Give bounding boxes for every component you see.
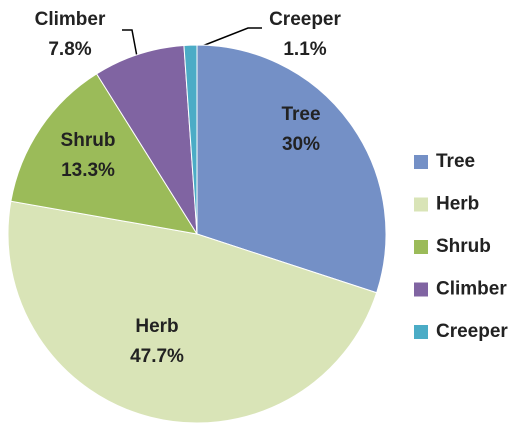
legend-label: Creeper — [436, 321, 508, 342]
legend-label: Climber — [436, 279, 507, 300]
slice-value: 1.1% — [283, 39, 326, 60]
slice-value: 7.8% — [48, 39, 91, 60]
legend-swatch — [414, 325, 428, 339]
legend-label: Herb — [436, 194, 479, 215]
legend-swatch — [414, 282, 428, 297]
slice-category: Creeper — [269, 9, 341, 30]
legend-label: Tree — [436, 151, 475, 172]
slice-category: Herb — [135, 316, 178, 337]
slice-value: 13.3% — [61, 160, 115, 181]
legend-label: Shrub — [436, 236, 491, 257]
pie-slice — [183, 44, 198, 235]
slice-value: 47.7% — [130, 346, 184, 367]
pie-slice — [196, 44, 387, 294]
slice-category: Tree — [281, 104, 320, 125]
slice-category: Climber — [35, 9, 106, 30]
slice-value: 30% — [282, 134, 320, 155]
leader-line — [191, 27, 262, 51]
pie-slice — [7, 200, 378, 423]
slice-category: Shrub — [61, 130, 116, 151]
pie-slice — [10, 73, 199, 235]
legend-swatch — [414, 197, 428, 212]
legend-swatch — [414, 155, 428, 169]
legend-swatch — [414, 240, 428, 254]
pie-slice — [95, 44, 198, 235]
leader-line — [122, 29, 139, 63]
